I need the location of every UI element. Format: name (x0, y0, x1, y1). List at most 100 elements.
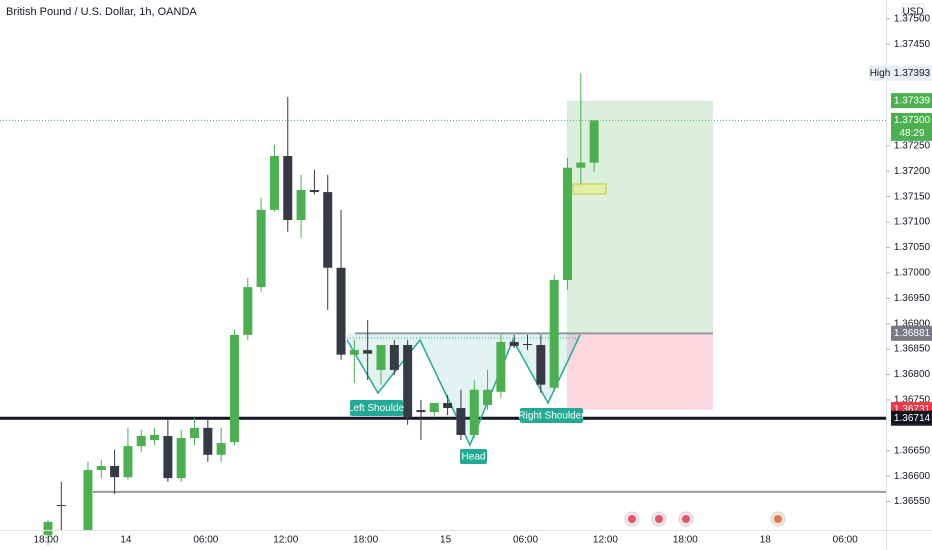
annotation-box (460, 449, 487, 464)
candle-body (96, 465, 106, 471)
x-tick-label: 06:00 (513, 535, 538, 546)
candle-body (229, 334, 239, 443)
x-tick-label: 15 (440, 535, 452, 546)
y-tick-label: 1.37050 (894, 242, 931, 253)
annotation-box (520, 408, 583, 423)
price-tag (891, 325, 932, 341)
chart-title: British Pound / U.S. Dollar, 1h, OANDA (6, 6, 197, 18)
y-tick-label: 1.36600 (894, 471, 931, 482)
candle-body (216, 443, 226, 455)
y-tick-label: 1.36750 (894, 395, 931, 406)
price-tag-label: 1.36731 (894, 404, 931, 415)
price-tag-label: 1.36881 (894, 328, 931, 339)
candles (43, 73, 599, 545)
candle-body (363, 350, 373, 354)
candle-body (150, 434, 160, 441)
x-tick-label: 18 (760, 535, 772, 546)
y-tick-label: 1.37150 (894, 191, 931, 202)
candle-body (256, 209, 266, 288)
candle-body (389, 345, 399, 370)
candle-body (43, 521, 53, 536)
candle-body (496, 341, 506, 392)
candle-body (176, 438, 186, 479)
y-tick-label: 1.37200 (894, 166, 931, 177)
y-tick-label: 1.36650 (894, 445, 931, 456)
candle-body (323, 192, 333, 268)
price-tag-label: 1.37393 (894, 68, 931, 79)
candle-body (469, 389, 479, 435)
candle-body (336, 267, 346, 355)
annotation-box (350, 400, 403, 416)
candle-body (456, 408, 466, 435)
pattern (346, 333, 581, 447)
pattern-line (346, 334, 581, 447)
event-flag (628, 515, 636, 523)
loss-zone (567, 333, 713, 410)
candle-body (283, 156, 293, 221)
price-tag-label: 1.37300 (894, 115, 931, 126)
y-tick-label: 1.36850 (894, 344, 931, 355)
candle-body (416, 410, 426, 413)
candle-body (110, 465, 120, 478)
candle-body (429, 402, 439, 413)
y-tick-label: 1.36900 (894, 318, 931, 329)
price-tag-name-box (869, 65, 891, 81)
candle-body (136, 435, 146, 447)
y-tick-label: 1.36950 (894, 293, 931, 304)
candle-body (443, 402, 453, 409)
candle-body (83, 470, 93, 530)
candle-body (376, 345, 386, 370)
annotation: Right Shoulder (518, 411, 585, 422)
candle-body (123, 446, 133, 478)
currency-box[interactable] (901, 3, 925, 20)
drawings-back (0, 100, 886, 493)
price-tag (891, 112, 932, 141)
x-tick-label: 18:00 (353, 535, 378, 546)
profit-zone (567, 100, 713, 334)
candle-body (536, 345, 546, 385)
x-tick-label: 18:00 (673, 535, 698, 546)
candle-body (549, 279, 559, 388)
candle-body (243, 287, 253, 335)
price-tag (891, 93, 932, 109)
event-flag (655, 515, 663, 523)
pattern-fill (347, 333, 580, 445)
candle-body (523, 344, 533, 346)
highlight-box (572, 183, 607, 195)
y-tick-label: 1.37000 (894, 268, 931, 279)
x-tick-label: 18:00 (33, 535, 58, 546)
event-flag (774, 515, 782, 523)
candle-body (349, 350, 359, 355)
y-tick-label: 1.37500 (894, 13, 931, 24)
price-tag-label: 1.36714 (894, 413, 931, 424)
price-tag-label: 1.37339 (894, 95, 931, 106)
annotation: Head (462, 452, 486, 463)
candle-body (309, 190, 319, 193)
candle-body (56, 505, 66, 507)
candle-body (403, 345, 413, 418)
events (624, 511, 786, 527)
candle-body (562, 167, 572, 280)
candle-body (163, 435, 173, 479)
price-tag (891, 65, 932, 81)
candle-body (576, 162, 586, 168)
annotation: Left Shoulde (348, 403, 405, 414)
candle-body (509, 341, 519, 347)
x-tick-label: 14 (120, 535, 132, 546)
candle-body (483, 389, 493, 405)
currency: USD (902, 7, 923, 18)
price-tags: 1.37393High1.373391.3730048:291.368811.3… (869, 65, 932, 426)
drawings-front: Left Shoulde Head Right Shoulder (348, 183, 607, 464)
candle-body (269, 156, 279, 210)
y-tick-label: 1.37250 (894, 140, 931, 151)
y-tick-label: 1.37450 (894, 39, 931, 50)
candle-body (296, 190, 306, 221)
candle-body (190, 427, 200, 439)
y-tick-label: 1.36800 (894, 369, 931, 380)
price-tag-name: High (870, 68, 891, 79)
y-tick-label: 1.37100 (894, 217, 931, 228)
candle-body (589, 120, 599, 163)
